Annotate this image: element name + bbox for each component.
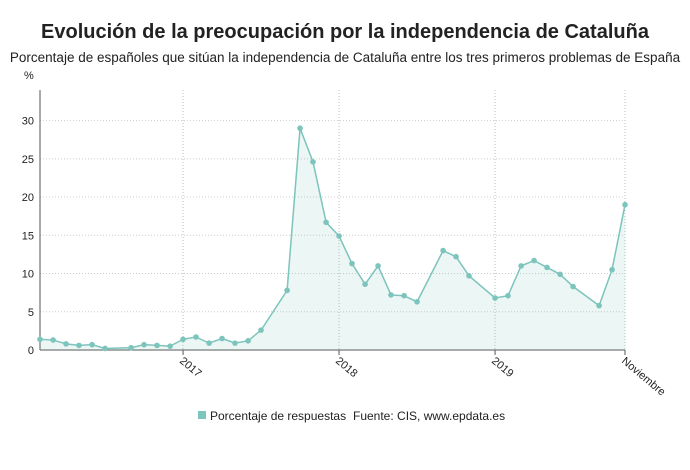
source: Fuente: CIS, www.epdata.es <box>353 409 505 423</box>
point <box>440 247 446 254</box>
point <box>518 263 524 269</box>
y-tick-label: 10 <box>22 269 34 281</box>
point <box>128 344 134 351</box>
point <box>37 336 43 343</box>
area-fill <box>40 128 625 350</box>
point <box>453 253 459 260</box>
point <box>258 327 264 333</box>
x-tick-label: 2017 <box>177 355 203 380</box>
y-tick-label: 0 <box>28 345 34 357</box>
y-tick-label: 5 <box>28 307 34 319</box>
y-tick-label: 30 <box>22 116 34 128</box>
point <box>63 341 69 347</box>
point <box>362 281 368 288</box>
point <box>310 159 316 165</box>
x-tick-label: 2018 <box>333 355 359 380</box>
y-axis-label: % <box>24 70 34 82</box>
point <box>570 283 576 290</box>
y-tick-label: 25 <box>22 154 34 166</box>
point <box>609 266 615 273</box>
point <box>557 271 563 278</box>
point <box>141 341 147 348</box>
point <box>206 340 212 346</box>
point <box>336 233 342 239</box>
point <box>531 257 537 264</box>
y-tick-label: 20 <box>22 192 34 204</box>
point <box>297 125 303 132</box>
y-tick-label: 15 <box>22 230 34 242</box>
point <box>180 336 186 343</box>
chart-title: Evolución de la preocupación por la inde… <box>41 21 650 43</box>
point <box>50 337 56 343</box>
point <box>102 345 108 352</box>
point <box>232 340 238 346</box>
point <box>401 292 407 299</box>
point <box>596 302 602 309</box>
point <box>167 343 173 349</box>
point <box>89 341 95 348</box>
point <box>219 335 225 342</box>
x-tick-label: Noviembre <box>619 355 667 398</box>
point <box>245 338 251 344</box>
point <box>414 299 420 305</box>
point <box>375 263 381 269</box>
point <box>154 342 160 349</box>
point <box>492 295 498 301</box>
chart-subtitle: Porcentaje de españoles que sitúan la in… <box>10 50 681 65</box>
point <box>193 334 199 340</box>
point <box>388 292 394 298</box>
point <box>349 260 355 267</box>
point <box>284 287 290 294</box>
point <box>76 342 82 349</box>
point <box>466 273 472 279</box>
point <box>622 201 628 208</box>
point <box>505 292 511 299</box>
legend-label: Porcentaje de respuestas <box>210 409 346 423</box>
point <box>323 219 329 226</box>
point <box>544 264 550 271</box>
legend-swatch <box>198 411 206 419</box>
x-tick-label: 2019 <box>489 355 515 380</box>
